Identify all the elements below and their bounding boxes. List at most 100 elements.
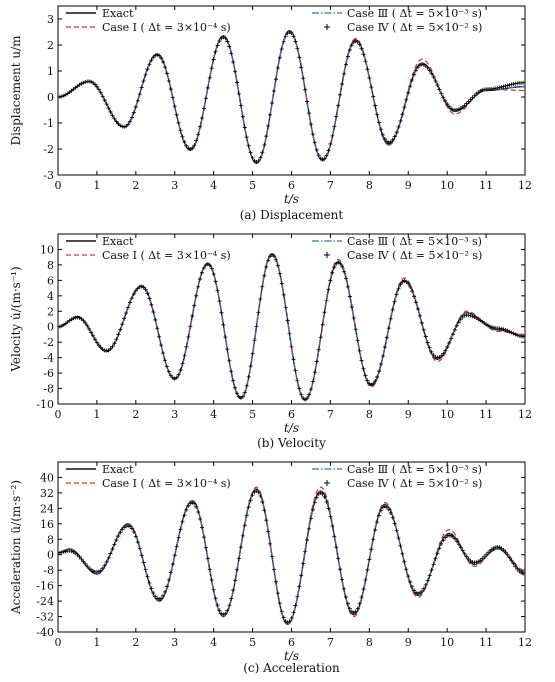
series-case4-point	[404, 97, 409, 102]
series-case4-point	[166, 369, 171, 374]
series-case4-point	[322, 156, 327, 161]
y-axis-label: Displacement u/m	[9, 35, 23, 146]
series-case4-point	[375, 112, 380, 117]
series-case4-point	[240, 533, 245, 538]
series-case4-point	[433, 79, 438, 84]
y-tick-label: -24	[36, 595, 54, 608]
series-case4-point	[305, 537, 310, 542]
series-case4-point	[412, 588, 417, 593]
series-case4-point	[139, 284, 144, 289]
series-case4-point	[349, 43, 354, 48]
series-case4-point	[396, 536, 401, 541]
series-case4-point	[94, 570, 99, 575]
series-case4-point	[231, 588, 236, 593]
x-tick-label: 12	[518, 636, 532, 649]
series-case4-point	[314, 359, 319, 364]
series-case4-point	[332, 124, 337, 129]
series-case4-point	[507, 555, 512, 560]
legend-exact-label: Exact	[102, 463, 134, 476]
series-case4-point	[281, 292, 286, 297]
series-case4-point	[394, 292, 399, 297]
series-case4-point	[186, 503, 191, 508]
series-case4-point	[217, 299, 222, 304]
series-case4-point	[264, 518, 269, 523]
series-case4-point	[91, 333, 96, 338]
series-case4-point	[375, 374, 380, 379]
series-case4-point	[198, 124, 203, 129]
series-case4-point	[77, 554, 82, 559]
series-case4-point	[238, 545, 243, 550]
series-case1	[58, 486, 525, 625]
series-case4-point	[293, 39, 298, 44]
series-case4-point	[85, 323, 90, 328]
series-case4-point	[213, 279, 218, 284]
series-case4-point	[357, 601, 362, 606]
series-case4-point	[289, 615, 294, 620]
series-case4-point	[273, 77, 278, 82]
series-case4-point	[355, 606, 360, 611]
series-case4-point	[419, 320, 424, 325]
legend-exact-label: Exact	[102, 7, 134, 20]
y-tick-label: 6	[47, 274, 54, 287]
series-case4-point	[279, 609, 284, 614]
series-case4-point	[396, 125, 401, 130]
series-case4-point	[437, 87, 442, 92]
series-case4-point	[116, 332, 121, 337]
series-case4-point	[410, 584, 415, 589]
series-case4-point	[151, 310, 156, 315]
series-case4-point	[320, 491, 325, 496]
series-case4-point	[439, 353, 444, 358]
series-case4-point	[106, 555, 111, 560]
series-case4-point	[281, 39, 286, 44]
series-case4-point	[75, 552, 80, 557]
x-tick-label: 12	[518, 179, 532, 192]
series-case4-point	[94, 340, 99, 345]
x-tick-label: 3	[171, 408, 178, 421]
x-tick-label: 0	[55, 179, 62, 192]
series-case4-point	[92, 337, 97, 342]
series-case4-point	[301, 76, 306, 81]
series-case4-point	[223, 611, 228, 616]
panel-3: 0 1 2 3 4 5 6 7 8 9 10 11 12-40-32-24-16-80816243240…	[9, 461, 532, 675]
series-case4-point	[357, 42, 362, 47]
series-case4-point	[392, 521, 397, 526]
x-tick-label: 8	[366, 408, 373, 421]
x-tick-label: 11	[479, 636, 493, 649]
series-case4-point	[161, 59, 166, 64]
y-tick-label: -32	[36, 611, 54, 624]
series-case4-point	[367, 75, 372, 80]
series-case4-point	[159, 596, 164, 601]
series-case4-point	[275, 591, 280, 596]
series-case4-point	[100, 566, 105, 571]
x-tick-label: 6	[288, 408, 295, 421]
series-case4-point	[439, 541, 444, 546]
series-case4-point	[291, 357, 296, 362]
series-case4-point	[209, 578, 214, 583]
series-case4-point	[59, 550, 64, 555]
series-case4-point	[361, 587, 366, 592]
series-case4-point	[81, 559, 86, 564]
series-case4-point	[373, 379, 378, 384]
series-case4-point	[120, 527, 125, 532]
series-case4-point	[176, 535, 181, 540]
series-case4-point	[386, 507, 391, 512]
series-case4-point	[242, 390, 247, 395]
legend-case3-label: Case Ⅲ ( Δt = 5×10⁻³ s)	[347, 463, 482, 476]
series-case4-point	[225, 39, 230, 44]
series-case4-point	[312, 370, 317, 375]
series-case4-point	[178, 527, 183, 532]
legend-case4-swatch	[324, 252, 330, 258]
series-case4-point	[209, 266, 214, 271]
series-case4-point	[365, 567, 370, 572]
series-case4-point	[392, 299, 397, 304]
legend-case1-label: Case Ⅰ ( Δt = 3×10⁻⁴ s)	[102, 477, 231, 490]
series-case4-point	[207, 263, 212, 268]
series-case4-point	[421, 586, 426, 591]
series-case4-point	[375, 519, 380, 524]
series-case4-point	[421, 327, 426, 332]
series-case4-point	[295, 594, 300, 599]
series-case4-point	[248, 498, 253, 503]
series-case4-point	[305, 99, 310, 104]
series-case4-point	[244, 135, 249, 140]
series-case4-point	[260, 284, 265, 289]
